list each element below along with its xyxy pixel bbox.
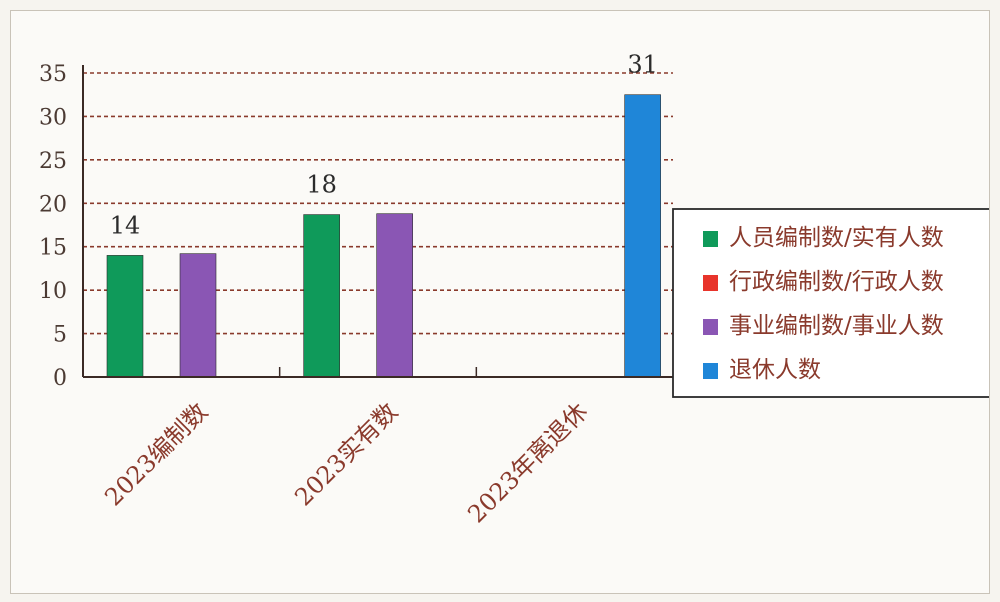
data-label: 18 bbox=[306, 171, 337, 199]
x-category-label: 2023编制数 bbox=[99, 397, 213, 511]
legend-label: 行政编制数/行政人数 bbox=[729, 269, 944, 295]
data-label: 14 bbox=[110, 211, 141, 239]
bar-retired bbox=[624, 94, 661, 378]
legend-label: 人员编制数/实有人数 bbox=[729, 225, 944, 251]
legend-label: 退休人数 bbox=[729, 357, 821, 383]
x-axis-categories: 2023编制数 2023实有数 2023年离退休 bbox=[99, 397, 593, 528]
bar-personnel bbox=[303, 214, 340, 378]
data-label: 31 bbox=[627, 51, 658, 79]
bar-personnel bbox=[106, 255, 144, 378]
data-labels: 14 18 31 bbox=[110, 51, 658, 240]
legend-label: 事业编制数/事业人数 bbox=[729, 313, 944, 339]
axes bbox=[82, 65, 673, 378]
y-tick-label: 25 bbox=[39, 149, 67, 174]
bar-institution bbox=[179, 253, 217, 378]
y-tick-label: 35 bbox=[39, 62, 67, 87]
x-category-label: 2023实有数 bbox=[289, 397, 403, 511]
y-tick-label: 10 bbox=[39, 279, 67, 304]
legend-swatch bbox=[703, 363, 718, 379]
x-category-label: 2023年离退休 bbox=[462, 397, 593, 528]
y-tick-label: 15 bbox=[39, 236, 67, 261]
legend-swatch bbox=[703, 231, 718, 247]
bars bbox=[106, 94, 661, 378]
chart-frame: 0 5 10 15 20 25 30 35 14 18 31 2023编制数 2023实有数 2023… bbox=[10, 10, 990, 594]
bar-institution bbox=[376, 213, 413, 378]
y-axis-ticks: 0 5 10 15 20 25 30 35 bbox=[39, 62, 67, 391]
legend-box bbox=[672, 208, 989, 398]
y-tick-label: 0 bbox=[53, 366, 67, 391]
legend-swatch bbox=[703, 275, 718, 291]
legend-swatch bbox=[703, 319, 718, 335]
y-tick-label: 5 bbox=[53, 323, 67, 348]
y-tick-label: 30 bbox=[39, 105, 67, 130]
y-tick-label: 20 bbox=[39, 192, 67, 217]
